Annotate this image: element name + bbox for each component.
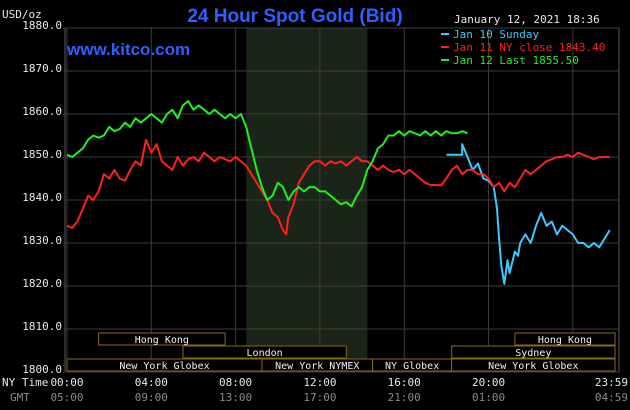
x-tick-label: 08:00 xyxy=(219,376,252,389)
y-tick-label: 1830.0 xyxy=(22,234,62,247)
price-series xyxy=(66,100,611,285)
y-tick-label: 1800.0 xyxy=(22,363,62,376)
x-axis-ticks: 00:00 05:00 04:00 09:00 08:00 13:00 12:00 17:00… xyxy=(50,376,628,404)
gmt-tick-label: 21:00 xyxy=(388,391,421,404)
x-tick-label: 00:00 xyxy=(50,376,83,389)
grid xyxy=(64,27,620,373)
y-tick-label: 1850.0 xyxy=(22,148,62,161)
x-tick-label: 20:00 xyxy=(472,376,505,389)
unit-label: USD/oz xyxy=(2,8,42,21)
legend-label-sunday: Jan 10 Sunday xyxy=(453,28,539,41)
gmt-tick-label: 17:00 xyxy=(303,391,336,404)
last-series-line xyxy=(66,100,468,208)
legend-swatch-ny-close xyxy=(441,46,449,48)
market-sessions: Hong Kong Hong Kong London Sydney New York G… xyxy=(66,332,616,372)
gmt-label: GMT xyxy=(10,391,30,404)
gmt-tick-label: 04:59 xyxy=(595,391,628,404)
chart-title: 24 Hour Spot Gold (Bid) xyxy=(187,6,402,27)
y-axis-ticks: 1800.0 1810.0 1820.0 1830.0 1840.0 1850.0 1860… xyxy=(22,19,62,376)
session-label: New York Globex xyxy=(119,361,209,372)
gmt-tick-label: 05:00 xyxy=(50,391,83,404)
legend-label-last: Jan 12 Last 1855.50 xyxy=(453,54,579,67)
y-tick-label: 1860.0 xyxy=(22,105,62,118)
y-tick-label: 1840.0 xyxy=(22,191,62,204)
ny-close-series-line xyxy=(66,138,610,236)
session-box xyxy=(182,345,347,359)
session-label: Sydney xyxy=(515,348,551,359)
gmt-tick-label: 09:00 xyxy=(135,391,168,404)
x-tick-label: 16:00 xyxy=(388,376,421,389)
session-box xyxy=(451,345,616,359)
session-label: NY Globex xyxy=(385,361,439,372)
gmt-tick-label: 13:00 xyxy=(219,391,252,404)
ny-time-label: NY Time xyxy=(2,376,48,389)
legend: Jan 10 Sunday Jan 11 NY close 1843.40 Ja… xyxy=(441,28,605,67)
x-tick-label: 12:00 xyxy=(303,376,336,389)
y-tick-label: 1880.0 xyxy=(22,19,62,32)
y-tick-label: 1810.0 xyxy=(22,320,62,333)
session-label: Hong Kong xyxy=(538,335,592,346)
session-label: London xyxy=(247,348,283,359)
legend-swatch-sunday xyxy=(441,33,449,35)
x-tick-label: 04:00 xyxy=(135,376,168,389)
site-url: www.kitco.com xyxy=(66,40,190,59)
session-box xyxy=(98,332,226,346)
timestamp: January 12, 2021 18:36 xyxy=(454,13,600,26)
session-label: Hong Kong xyxy=(135,335,189,346)
session-label: New York NYMEX xyxy=(275,361,359,372)
session-box xyxy=(451,358,616,372)
legend-swatch-last xyxy=(441,59,449,61)
session-label: New York Globex xyxy=(488,361,578,372)
legend-label-ny-close: Jan 11 NY close 1843.40 xyxy=(453,41,605,54)
gmt-tick-label: 01:00 xyxy=(472,391,505,404)
x-tick-label: 23:59 xyxy=(595,376,628,389)
y-tick-label: 1870.0 xyxy=(22,62,62,75)
y-tick-label: 1820.0 xyxy=(22,277,62,290)
session-box xyxy=(514,332,616,346)
